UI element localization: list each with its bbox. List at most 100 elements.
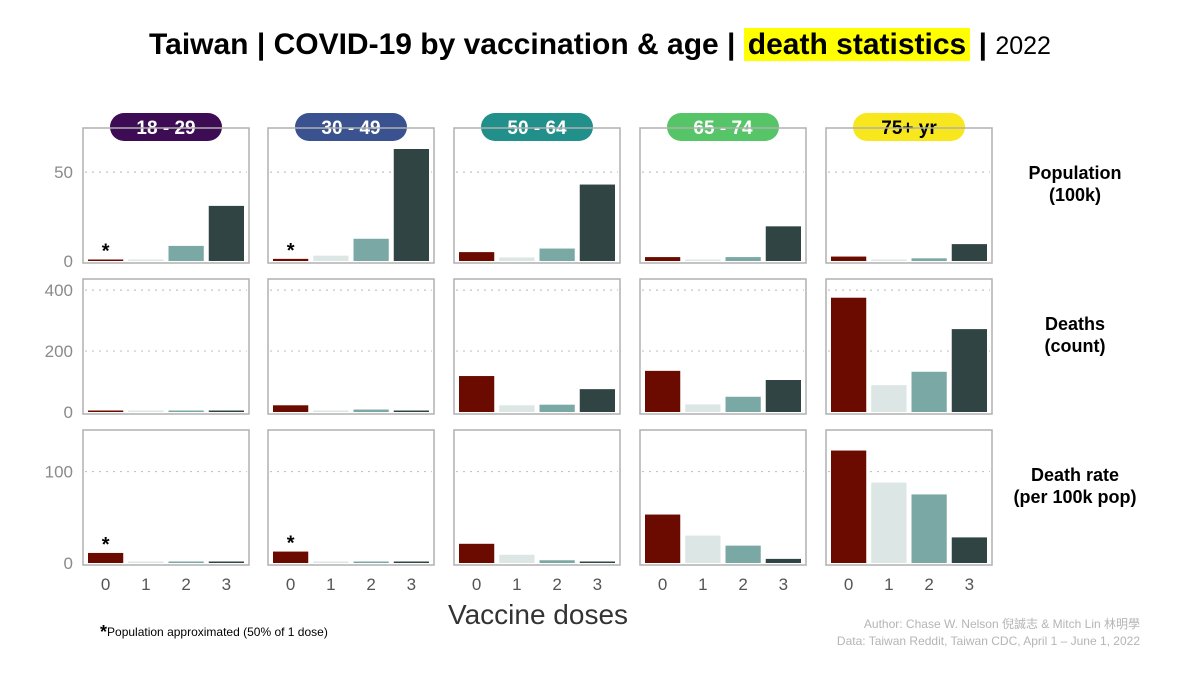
bar-1-3-3 <box>765 380 801 412</box>
x-tick-label-3-3: 3 <box>779 575 788 594</box>
bar-0-2-2 <box>539 248 575 261</box>
bar-0-2-3 <box>579 184 615 261</box>
bar-0-3-1 <box>685 259 721 261</box>
bar-2-4-3 <box>951 537 987 563</box>
bar-2-1-1 <box>313 561 349 563</box>
bar-2-3-2 <box>725 545 761 563</box>
credit: Author: Chase W. Nelson 倪誠志 & Mitch Lin … <box>837 616 1140 650</box>
bar-2-4-0 <box>831 450 867 563</box>
row-label-1-0: Deaths <box>1045 314 1105 334</box>
x-tick-label-2-0: 0 <box>472 575 481 594</box>
bar-0-3-0 <box>645 257 681 261</box>
bar-2-2-2 <box>539 560 575 563</box>
bar-0-3-2 <box>725 257 761 261</box>
bar-1-0-0 <box>88 410 124 412</box>
row-label-0-0: Population <box>1029 163 1122 183</box>
bar-1-4-3 <box>951 329 987 412</box>
facet-strip-1 <box>295 113 407 141</box>
bar-2-0-0 <box>88 552 124 563</box>
bar-0-4-0 <box>831 256 867 261</box>
x-tick-label-4-3: 3 <box>965 575 974 594</box>
footnote: *Population approximated (50% of 1 dose) <box>100 620 328 642</box>
x-tick-label-0-2: 2 <box>181 575 190 594</box>
facet-strip-0 <box>110 113 222 141</box>
x-tick-label-0-0: 0 <box>101 575 110 594</box>
facet-strip-4 <box>853 113 965 141</box>
panel-2-2 <box>453 429 621 566</box>
y-tick-label-0-50: 50 <box>54 163 73 182</box>
panel-0-0 <box>82 127 250 264</box>
bar-0-2-1 <box>499 257 535 261</box>
panel-1-3 <box>639 278 807 415</box>
x-tick-label-1-2: 2 <box>366 575 375 594</box>
bar-1-2-1 <box>499 405 535 412</box>
bar-2-3-3 <box>765 558 801 563</box>
row-label-1-1: (count) <box>1045 336 1106 356</box>
x-tick-label-2-2: 2 <box>552 575 561 594</box>
x-tick-label-4-2: 2 <box>924 575 933 594</box>
title-main: Taiwan | COVID-19 by vaccination & age | <box>149 28 736 61</box>
bar-0-1-1 <box>313 255 349 261</box>
panel-0-3 <box>639 127 807 264</box>
credit-source: Data: Taiwan Reddit, Taiwan CDC, April 1… <box>836 634 1140 648</box>
panel-1-4 <box>825 278 993 415</box>
y-tick-label-1-400: 400 <box>45 281 73 300</box>
row-label-2-0: Death rate <box>1031 465 1119 485</box>
row-label-0-1: (100k) <box>1049 185 1101 205</box>
x-tick-label-3-1: 1 <box>698 575 707 594</box>
bar-2-1-2 <box>353 561 389 563</box>
panel-0-4 <box>825 127 993 264</box>
panel-0-1 <box>267 127 435 264</box>
facet-strip-3 <box>667 113 779 141</box>
panel-1-2 <box>453 278 621 415</box>
bar-0-1-2 <box>353 238 389 261</box>
panel-2-3 <box>639 429 807 566</box>
x-tick-label-1-3: 3 <box>407 575 416 594</box>
footnote-text: Population approximated (50% of 1 dose) <box>107 625 328 639</box>
bar-0-0-0 <box>88 259 124 261</box>
bar-1-2-2 <box>539 404 575 412</box>
bar-1-2-0 <box>459 376 495 412</box>
x-tick-label-3-0: 0 <box>658 575 667 594</box>
bar-2-0-3 <box>208 561 244 563</box>
bar-2-1-0 <box>273 551 309 563</box>
row-label-2-1: (per 100k pop) <box>1013 487 1136 507</box>
panel-1-0 <box>82 278 250 415</box>
y-tick-label-1-200: 200 <box>45 342 73 361</box>
bar-0-0-3 <box>208 205 244 261</box>
x-tick-label-2-1: 1 <box>512 575 521 594</box>
bar-2-3-1 <box>685 535 721 563</box>
facet-strip-2 <box>481 113 593 141</box>
bar-1-1-2 <box>353 409 389 412</box>
panel-2-0 <box>82 429 250 566</box>
bar-1-1-1 <box>313 410 349 412</box>
title-year: 2022 <box>995 32 1051 60</box>
bar-0-0-2 <box>168 245 204 261</box>
bar-0-2-0 <box>459 252 495 261</box>
x-tick-label-4-1: 1 <box>884 575 893 594</box>
title-highlight: death statistics <box>743 28 971 61</box>
credit-author: Author: Chase W. Nelson 倪誠志 & Mitch Lin … <box>863 617 1140 631</box>
bar-0-4-3 <box>951 244 987 261</box>
x-tick-label-1-0: 0 <box>286 575 295 594</box>
star-marker-0-1: * <box>287 240 295 262</box>
bar-0-1-0 <box>273 258 309 261</box>
panel-0-2 <box>453 127 621 264</box>
bar-0-0-1 <box>128 259 164 261</box>
bar-1-3-0 <box>645 370 681 412</box>
y-tick-label-2-100: 100 <box>45 463 73 482</box>
bar-0-4-2 <box>911 258 947 261</box>
panel-1-1 <box>267 278 435 415</box>
y-tick-label-2-0: 0 <box>64 554 73 573</box>
bar-0-4-1 <box>871 259 907 261</box>
bar-1-0-1 <box>128 410 164 412</box>
panel-2-1 <box>267 429 435 566</box>
x-tick-label-3-2: 2 <box>738 575 747 594</box>
bar-2-0-1 <box>128 561 164 563</box>
star-marker-2-0: * <box>102 534 110 556</box>
bar-1-1-0 <box>273 405 309 412</box>
x-tick-label-0-1: 1 <box>141 575 150 594</box>
bar-1-4-1 <box>871 385 907 412</box>
bar-2-0-2 <box>168 561 204 563</box>
